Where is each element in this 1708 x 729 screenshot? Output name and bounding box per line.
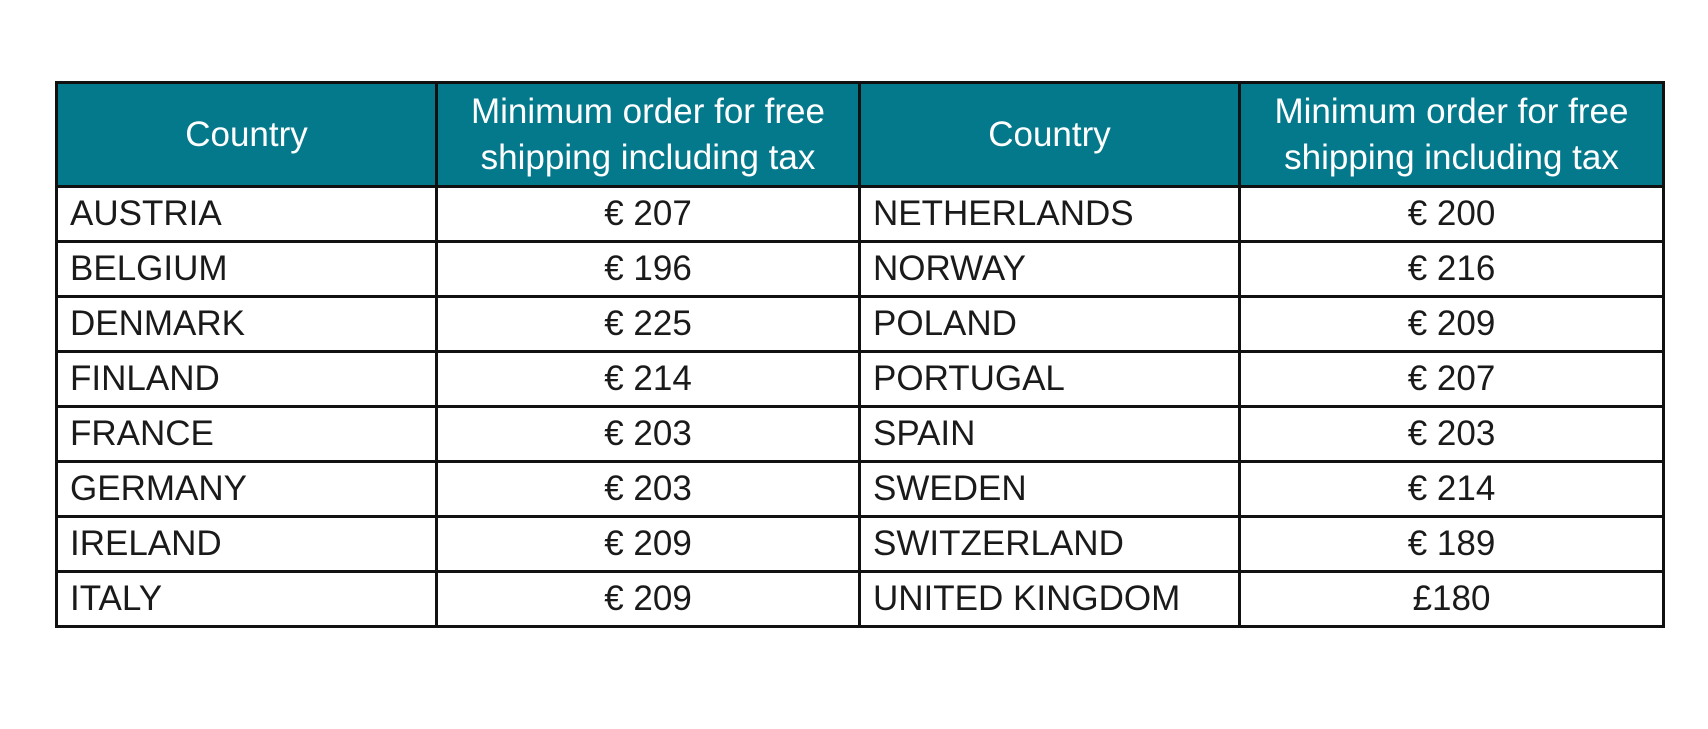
country-cell: POLAND	[858, 295, 1241, 353]
price-cell: € 203	[1238, 405, 1665, 463]
price-cell: € 189	[1238, 515, 1665, 573]
country-cell: NORWAY	[858, 240, 1241, 298]
price-cell: € 216	[1238, 240, 1665, 298]
price-cell: € 203	[435, 405, 861, 463]
price-cell: € 207	[435, 185, 861, 243]
header-row: Country Minimum order for free shipping i…	[55, 81, 1665, 188]
table-row: IRELAND € 209 SWITZERLAND € 189	[55, 515, 1665, 573]
header-cell: Country	[55, 81, 438, 188]
country-cell: FRANCE	[55, 405, 438, 463]
country-cell: SWEDEN	[858, 460, 1241, 518]
country-cell: SPAIN	[858, 405, 1241, 463]
country-cell: GERMANY	[55, 460, 438, 518]
price-cell: € 203	[435, 460, 861, 518]
price-cell: € 200	[1238, 185, 1665, 243]
country-cell: PORTUGAL	[858, 350, 1241, 408]
price-cell: € 196	[435, 240, 861, 298]
country-cell: DENMARK	[55, 295, 438, 353]
price-cell: € 207	[1238, 350, 1665, 408]
price-cell: £180	[1238, 570, 1665, 628]
header-cell: Country	[858, 81, 1241, 188]
table-row: FRANCE € 203 SPAIN € 203	[55, 405, 1665, 463]
table-row: BELGIUM € 196 NORWAY € 216	[55, 240, 1665, 298]
country-cell: NETHERLANDS	[858, 185, 1241, 243]
price-cell: € 214	[1238, 460, 1665, 518]
table-row: FINLAND € 214 PORTUGAL € 207	[55, 350, 1665, 408]
table-row: AUSTRIA € 207 NETHERLANDS € 200	[55, 185, 1665, 243]
country-cell: IRELAND	[55, 515, 438, 573]
table-row: ITALY € 209 UNITED KINGDOM £180	[55, 570, 1665, 628]
price-cell: € 225	[435, 295, 861, 353]
table-row: GERMANY € 203 SWEDEN € 214	[55, 460, 1665, 518]
country-cell: SWITZERLAND	[858, 515, 1241, 573]
country-cell: FINLAND	[55, 350, 438, 408]
table-row: DENMARK € 225 POLAND € 209	[55, 295, 1665, 353]
price-cell: € 209	[1238, 295, 1665, 353]
country-cell: ITALY	[55, 570, 438, 628]
price-cell: € 214	[435, 350, 861, 408]
header-cell: Minimum order for free shipping includin…	[435, 81, 861, 188]
table-body: AUSTRIA € 207 NETHERLANDS € 200 BELGIUM € 196…	[55, 185, 1665, 628]
price-cell: € 209	[435, 570, 861, 628]
price-cell: € 209	[435, 515, 861, 573]
country-cell: UNITED KINGDOM	[858, 570, 1241, 628]
header-cell: Minimum order for free shipping includin…	[1238, 81, 1665, 188]
country-cell: AUSTRIA	[55, 185, 438, 243]
shipping-table: Country Minimum order for free shipping i…	[55, 81, 1665, 628]
country-cell: BELGIUM	[55, 240, 438, 298]
